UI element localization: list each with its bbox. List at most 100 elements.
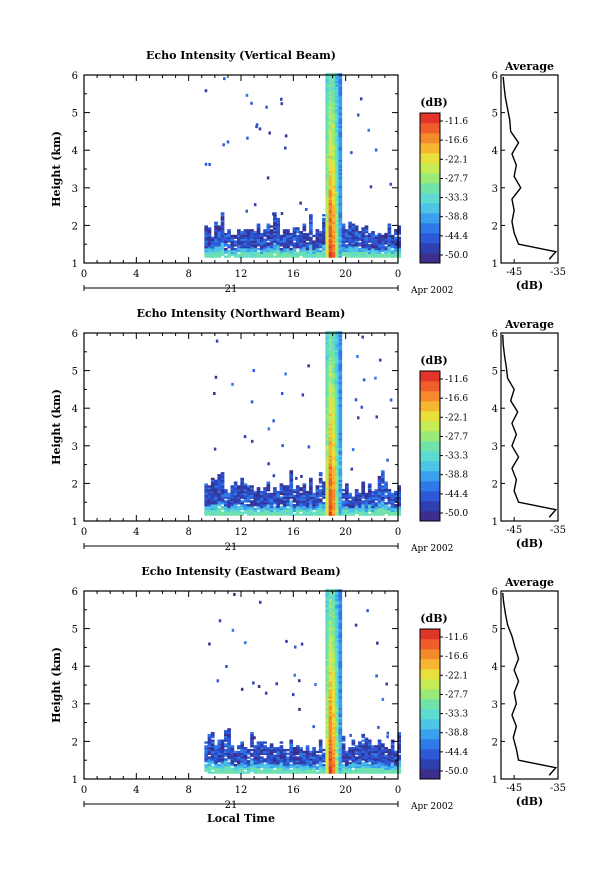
heatmap-cell bbox=[328, 387, 333, 390]
heatmap-cell bbox=[367, 255, 372, 258]
heatmap-cell bbox=[325, 745, 330, 748]
heatmap-cell bbox=[361, 490, 366, 494]
heatmap-cell bbox=[351, 739, 356, 742]
heatmap-cell bbox=[331, 400, 336, 403]
heatmap-cell bbox=[214, 496, 218, 499]
heatmap-cell bbox=[312, 769, 316, 772]
colorbar-tick-label: -11.6 bbox=[445, 117, 468, 127]
heatmap-cell bbox=[328, 641, 333, 645]
heatmap-cell bbox=[345, 249, 349, 253]
heatmap-cell bbox=[335, 249, 339, 253]
heatmap-cell bbox=[217, 479, 222, 482]
heatmap-cell bbox=[263, 750, 267, 754]
heatmap-cell bbox=[338, 638, 343, 641]
heatmap-cell bbox=[335, 747, 339, 750]
heatmap-cell bbox=[394, 507, 398, 511]
heatmap-cell bbox=[312, 750, 316, 754]
heatmap-cell bbox=[237, 234, 241, 238]
heatmap-cell bbox=[325, 475, 330, 479]
heatmap-cell bbox=[358, 760, 362, 763]
heatmap-cell bbox=[305, 247, 310, 251]
heatmap-cell bbox=[302, 247, 307, 251]
heatmap-cell bbox=[243, 255, 248, 258]
heatmap-cell bbox=[250, 247, 254, 251]
heatmap-cell bbox=[279, 765, 284, 769]
heatmap-cell bbox=[273, 756, 277, 759]
heatmap-cell bbox=[286, 485, 290, 488]
x-tick-label: 16 bbox=[287, 785, 300, 796]
heatmap-cell bbox=[253, 765, 258, 769]
heatmap-cell bbox=[302, 496, 307, 499]
heatmap-cell bbox=[243, 240, 248, 243]
heatmap-cell bbox=[240, 754, 245, 757]
heatmap-cell bbox=[331, 445, 336, 449]
heatmap-cell bbox=[374, 756, 379, 759]
colorbar-tick-label: -16.6 bbox=[445, 652, 468, 662]
heatmap-cell bbox=[338, 393, 343, 396]
heatmap-cell bbox=[331, 73, 336, 76]
heatmap-cell bbox=[309, 229, 313, 232]
heatmap-cell bbox=[361, 242, 366, 245]
heatmap-cell bbox=[227, 765, 231, 769]
y-tick-label: 6 bbox=[72, 329, 78, 340]
heatmap-cell bbox=[318, 748, 323, 752]
heatmap-cell bbox=[289, 754, 294, 757]
heatmap-cell bbox=[207, 739, 212, 742]
heatmap-cell bbox=[259, 494, 264, 497]
heatmap-cell bbox=[331, 671, 336, 675]
heatmap-cell bbox=[358, 504, 362, 507]
heatmap-cell bbox=[325, 118, 330, 121]
heatmap-cell bbox=[331, 686, 336, 690]
heatmap-cell bbox=[328, 677, 333, 680]
heatmap-cell bbox=[335, 146, 339, 149]
heatmap-cell bbox=[338, 236, 343, 239]
heatmap-cell bbox=[259, 504, 264, 507]
profile-y-tick-label: 1 bbox=[492, 517, 498, 528]
heatmap-cell bbox=[387, 246, 392, 249]
heatmap-cell bbox=[207, 735, 212, 739]
heatmap-cell bbox=[328, 353, 333, 356]
heatmap-cell bbox=[243, 771, 248, 774]
heatmap-cell bbox=[318, 771, 323, 774]
heatmap-cell bbox=[338, 140, 343, 144]
colorbar-swatch bbox=[420, 243, 440, 254]
heatmap-cell bbox=[217, 225, 222, 228]
heatmap-cell bbox=[328, 748, 333, 752]
heatmap-cell bbox=[397, 246, 402, 249]
heatmap-cell bbox=[338, 664, 343, 667]
heatmap-cell bbox=[240, 477, 245, 481]
heatmap-cell bbox=[315, 489, 320, 492]
heatmap-cell bbox=[315, 238, 320, 241]
heatmap-cell bbox=[266, 748, 271, 752]
heatmap-cell bbox=[284, 146, 287, 150]
heatmap-cell bbox=[328, 442, 333, 445]
heatmap-cell bbox=[328, 366, 333, 370]
heatmap-cell bbox=[214, 745, 218, 748]
heatmap-cell bbox=[331, 408, 336, 411]
heatmap-cell bbox=[223, 247, 228, 251]
heatmap-cell bbox=[390, 756, 395, 759]
heatmap-cell bbox=[220, 500, 225, 503]
heatmap-cell bbox=[253, 203, 257, 207]
heatmap-cell bbox=[250, 246, 254, 249]
heatmap-cell bbox=[328, 662, 333, 665]
heatmap-cell bbox=[299, 494, 303, 497]
heatmap-cell bbox=[331, 135, 336, 138]
heatmap-cell bbox=[331, 219, 336, 223]
heatmap-cell bbox=[210, 490, 215, 494]
heatmap-cell bbox=[269, 502, 274, 505]
heatmap-cell bbox=[356, 113, 360, 117]
heatmap-cell bbox=[230, 236, 235, 239]
heatmap-cell bbox=[377, 247, 382, 251]
heatmap-cell bbox=[338, 118, 343, 121]
heatmap-cell bbox=[328, 404, 333, 407]
heatmap-cell bbox=[325, 489, 330, 492]
heatmap-cell bbox=[325, 728, 330, 731]
heatmap-cell bbox=[380, 500, 385, 503]
heatmap-cell bbox=[338, 669, 343, 673]
heatmap-cell bbox=[295, 485, 300, 488]
heatmap-cell bbox=[384, 762, 388, 765]
heatmap-cell bbox=[331, 638, 336, 641]
heatmap-cell bbox=[325, 589, 330, 592]
heatmap-cell bbox=[364, 240, 369, 243]
